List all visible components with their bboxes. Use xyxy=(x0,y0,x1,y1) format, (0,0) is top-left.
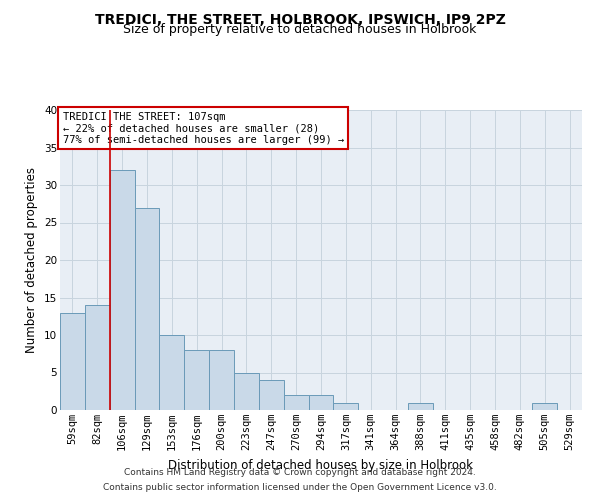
Text: TREDICI THE STREET: 107sqm
← 22% of detached houses are smaller (28)
77% of semi: TREDICI THE STREET: 107sqm ← 22% of deta… xyxy=(62,112,344,144)
Bar xyxy=(60,312,85,410)
Bar xyxy=(308,395,334,410)
Bar xyxy=(334,402,358,410)
X-axis label: Distribution of detached houses by size in Holbrook: Distribution of detached houses by size … xyxy=(169,458,473,471)
Bar xyxy=(284,395,308,410)
Bar xyxy=(532,402,557,410)
Bar xyxy=(160,335,184,410)
Bar xyxy=(408,402,433,410)
Bar xyxy=(85,305,110,410)
Bar xyxy=(134,208,160,410)
Text: Size of property relative to detached houses in Holbrook: Size of property relative to detached ho… xyxy=(124,22,476,36)
Bar xyxy=(184,350,209,410)
Bar xyxy=(259,380,284,410)
Y-axis label: Number of detached properties: Number of detached properties xyxy=(25,167,38,353)
Text: Contains public sector information licensed under the Open Government Licence v3: Contains public sector information licen… xyxy=(103,483,497,492)
Text: Contains HM Land Registry data © Crown copyright and database right 2024.: Contains HM Land Registry data © Crown c… xyxy=(124,468,476,477)
Text: TREDICI, THE STREET, HOLBROOK, IPSWICH, IP9 2PZ: TREDICI, THE STREET, HOLBROOK, IPSWICH, … xyxy=(95,12,505,26)
Bar xyxy=(110,170,134,410)
Bar xyxy=(234,372,259,410)
Bar xyxy=(209,350,234,410)
